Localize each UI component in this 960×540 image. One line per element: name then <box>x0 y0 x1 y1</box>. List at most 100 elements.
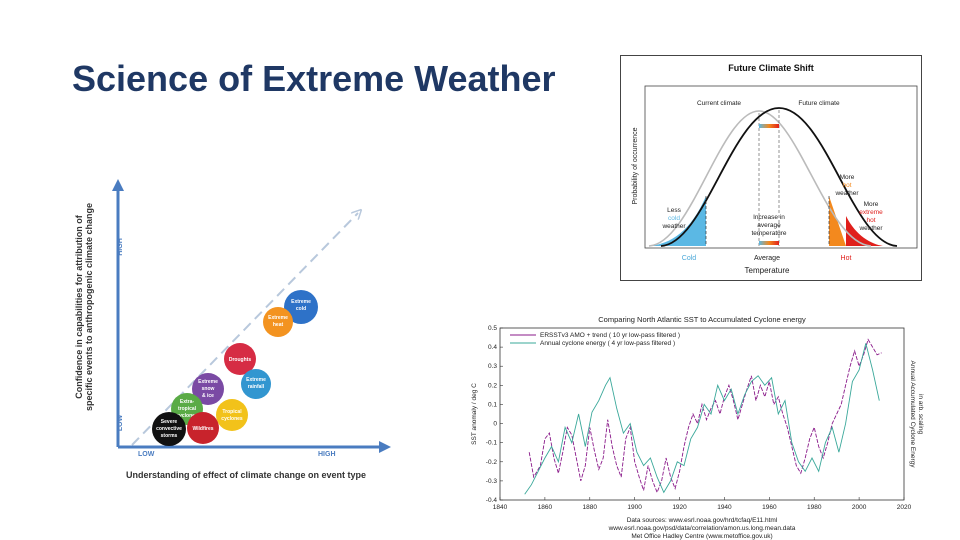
y-tick-label: 0.3 <box>488 363 497 370</box>
current-climate-curve <box>648 110 872 247</box>
y-tick-label: -0.1 <box>486 440 498 447</box>
bubble-extreme-heat-line2: heat <box>273 322 284 328</box>
bubble-extreme-snow-ice-line3: & ice <box>202 393 214 399</box>
x-tick-label: 1960 <box>762 504 777 511</box>
diagonal-guide-line <box>131 213 358 446</box>
y-tick-label: 0.2 <box>488 382 497 389</box>
x-tick-label: 1860 <box>538 504 553 511</box>
x-low-label: LOW <box>138 451 155 458</box>
bubble-severe-convective-storms-line2: convective <box>156 426 182 432</box>
y-tick-label: 0.5 <box>488 325 497 332</box>
bubble-extreme-cold-line2: cold <box>296 306 306 312</box>
bubble-tropical-cyclones: Tropical cyclones <box>216 399 248 431</box>
y-tick-label: -0.3 <box>486 478 498 485</box>
bubble-tropical-cyclones-line1: Tropical <box>222 409 242 415</box>
x-tick-label: 1900 <box>627 504 642 511</box>
amo-chart-title: Comparing North Atlantic SST to Accumula… <box>598 315 806 324</box>
bubble-wildfires-circle <box>187 412 219 444</box>
bubble-extreme-snow-ice-line2: snow <box>202 386 215 392</box>
average-label: Average <box>754 255 780 262</box>
y-tick-label: 0 <box>493 421 497 428</box>
current-climate-label: Current climate <box>697 100 741 107</box>
cold-label: Cold <box>682 255 697 262</box>
bubble-layer: Extreme cold Extreme heat Droughts Extre… <box>152 290 318 446</box>
x-tick-label: 1940 <box>717 504 732 511</box>
source-line-2: www.esrl.noaa.gov/psd/data/correlation/a… <box>608 525 796 532</box>
more-hot-line2: hot <box>842 182 851 189</box>
source-line-1: Data sources: www.esrl.noaa.gov/hrd/tcfa… <box>627 517 778 524</box>
temperature-label: Temperature <box>745 266 790 275</box>
legend-label-ace: Annual cyclone energy ( 4 yr low-pass fi… <box>540 340 675 347</box>
x-high-label: HIGH <box>318 451 336 458</box>
x-tick-label: 1840 <box>493 504 508 511</box>
cold-tail-shade <box>649 196 706 246</box>
increase-line2: average <box>757 222 781 229</box>
bubble-severe-convective-storms: Severe convective storms <box>152 412 186 446</box>
y-low-label: LOW <box>117 414 124 431</box>
amo-y-right-label-2: in arb. scaling <box>917 394 924 434</box>
bubble-extreme-cold-circle <box>284 290 318 324</box>
bubble-extreme-heat: Extreme heat <box>263 307 293 337</box>
hot-label: Hot <box>841 255 852 262</box>
bubble-extra-tropical-cyclones-line1: Extra- <box>180 399 195 405</box>
less-cold-line3: weather <box>661 223 686 230</box>
future-climate-svg: Future Climate Shift Probability of occu… <box>632 63 918 275</box>
x-tick-label: 1880 <box>583 504 598 511</box>
bubble-extra-tropical-cyclones-line2: tropical <box>178 406 197 412</box>
bubble-tropical-cyclones-line2: cyclones <box>221 416 243 422</box>
attribution-diagram: Confidence in capabilities for attributi… <box>74 179 391 480</box>
source-line-3: Met Office Hadley Centre (www.metoffice.… <box>631 533 772 540</box>
bubble-extreme-rainfall-line2: rainfall <box>248 384 265 390</box>
bubble-wildfires-line1: Wildfires <box>192 426 213 432</box>
future-y-label: Probability of occurrence <box>632 127 639 204</box>
y-axis-label-line1: Confidence in capabilities for attributi… <box>74 214 84 399</box>
more-extreme-line1: More <box>864 201 879 208</box>
less-cold-line1: Less <box>667 207 681 214</box>
increase-line1: Increase in <box>753 214 785 221</box>
bubble-severe-convective-storms-line1: Severe <box>161 419 178 425</box>
bubble-extreme-rainfall-circle <box>241 369 271 399</box>
x-tick-label: 2000 <box>852 504 867 511</box>
shift-bar-top <box>759 124 779 128</box>
bubble-severe-convective-storms-circle <box>152 412 186 446</box>
bubble-extreme-rainfall: Extreme rainfall <box>241 369 271 399</box>
y-high-label: HIGH <box>117 238 124 256</box>
bubble-extreme-snow-ice: Extreme snow & ice <box>192 373 224 405</box>
bubble-extreme-cold-line1: Extreme <box>291 299 311 305</box>
amo-y-left-label: SST anomaly / deg C <box>471 383 478 445</box>
bubble-tropical-cyclones-circle <box>216 399 248 431</box>
future-climate-label: Future climate <box>798 100 840 107</box>
extreme-hot-tail-shade <box>846 216 883 246</box>
x-tick-label: 2020 <box>897 504 912 511</box>
more-hot-line1: More <box>840 174 855 181</box>
shift-bar-bottom <box>759 241 779 245</box>
amo-lines <box>524 338 882 495</box>
bubble-extreme-heat-line1: Extreme <box>268 315 288 321</box>
more-extreme-line3: hot <box>866 217 875 224</box>
slide-title: Science of Extreme Weather <box>72 58 556 99</box>
series-line-amo <box>528 338 882 494</box>
bubble-extra-tropical-cyclones-line3: cyclones <box>176 413 198 419</box>
amo-plot-frame <box>499 327 905 501</box>
bubble-wildfires: Wildfires <box>187 412 219 444</box>
future-climate-curve <box>660 107 898 247</box>
bubble-extreme-snow-ice-line1: Extreme <box>198 379 218 385</box>
less-cold-line2: cold <box>668 215 680 222</box>
bubble-droughts-circle <box>224 343 256 375</box>
bubble-extreme-cold: Extreme cold <box>284 290 318 324</box>
future-climate-figure: Future Climate Shift Probability of occu… <box>620 55 922 281</box>
x-tick-label: 1980 <box>807 504 822 511</box>
bubble-extreme-rainfall-line1: Extreme <box>246 377 266 383</box>
amo-y-right-label-1: Annual Accumulated Cyclone Energy <box>909 361 916 469</box>
future-plot-frame <box>644 85 918 249</box>
y-tick-label: 0.1 <box>488 401 497 408</box>
more-extreme-line4: weather <box>858 225 883 232</box>
series-line-ace <box>524 343 880 495</box>
x-axis-label: Understanding of effect of climate chang… <box>126 470 366 480</box>
y-axis-label-line2: specific events to anthropogenic climate… <box>84 203 94 411</box>
more-hot-line3: weather <box>834 190 859 197</box>
bubble-severe-convective-storms-line3: storms <box>161 433 178 439</box>
x-tick-label: 1920 <box>672 504 687 511</box>
increase-line3: temperature <box>751 230 786 237</box>
amo-chart: Comparing North Atlantic SST to Accumula… <box>471 315 924 540</box>
